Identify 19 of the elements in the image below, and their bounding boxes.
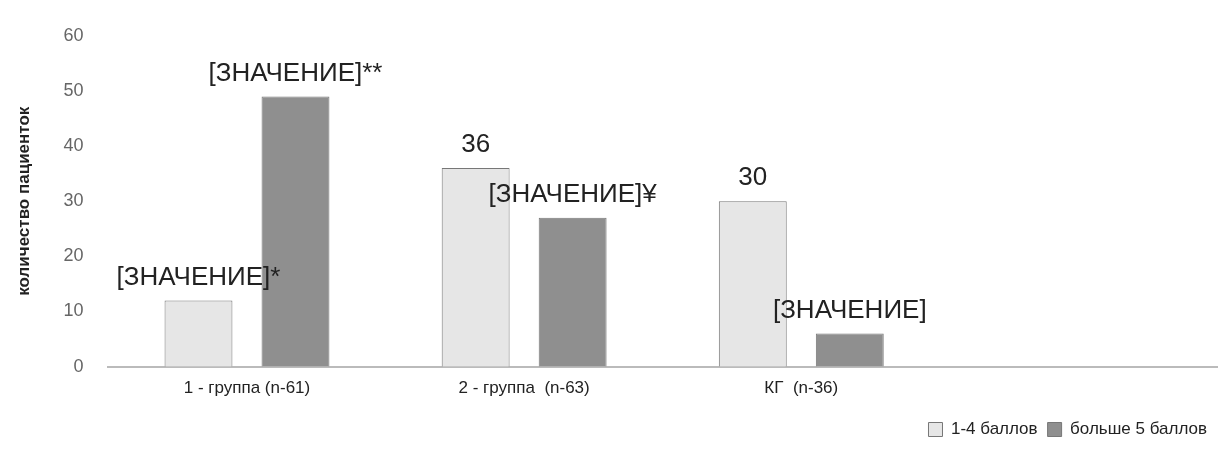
x-tick-label: 1 - группа (n-61) [183,378,311,398]
data-label: [ЗНАЧЕНИЕ]* [116,260,281,291]
data-label: [ЗНАЧЕНИЕ]¥ [488,177,658,208]
y-tick-label: 10 [63,300,84,321]
y-tick-label: 0 [73,355,84,376]
data-label: 30 [738,161,768,192]
y-axis-title: количество пациенток [13,106,33,296]
y-tick-label: 20 [63,245,84,266]
y-tick-label: 60 [63,24,84,45]
y-tick-label: 50 [63,79,84,100]
y-tick-label: 40 [63,135,84,156]
data-label: 36 [461,128,491,159]
data-label: [ЗНАЧЕНИЕ] [772,293,927,324]
x-tick-label: КГ (n-36) [764,378,839,398]
data-label: [ЗНАЧЕНИЕ]** [208,56,383,87]
legend-label: 1-4 баллов [950,419,1038,439]
legend-label: больше 5 баллов [1070,419,1207,439]
y-tick-label: 30 [63,190,84,211]
x-tick-label: 2 - группа (n-63) [458,378,590,398]
